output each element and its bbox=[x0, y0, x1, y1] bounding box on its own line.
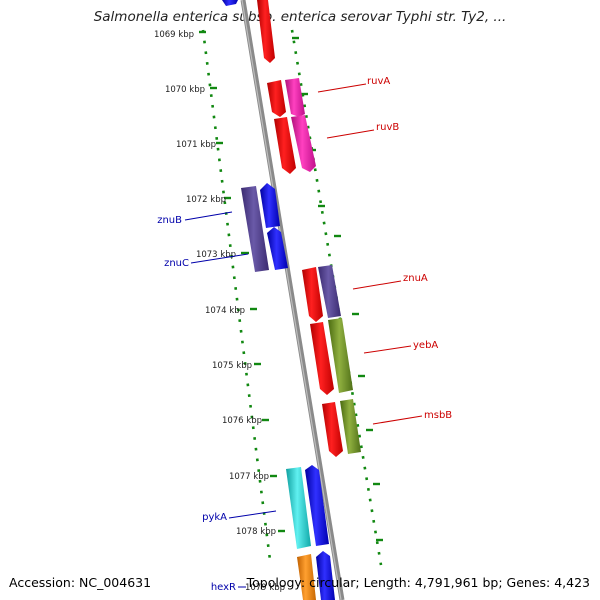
genome-backbone bbox=[240, 0, 345, 600]
gene-label-znuA: znuA bbox=[403, 273, 428, 284]
gene-arrow-unlabeled[interactable] bbox=[310, 322, 334, 395]
gene-arrow-pykA[interactable] bbox=[286, 467, 311, 549]
ruler-tick-label: 1078 kbp bbox=[236, 527, 276, 537]
ruler-tick-label: 1073 kbp bbox=[196, 250, 236, 260]
label-leaders bbox=[184, 83, 423, 588]
gene-label-znuC: znuC bbox=[164, 258, 189, 269]
inner-ruler-line bbox=[201, 29, 272, 561]
ruler-tick-label: 1077 kbp bbox=[229, 472, 269, 482]
ruler-labels: 1069 kbp 1070 kbp 1071 kbp 1072 kbp 1073… bbox=[154, 30, 285, 593]
accession-label: Accession: NC_004631 bbox=[9, 575, 152, 590]
ruler-tick-label: 1071 kbp bbox=[176, 140, 216, 150]
gene-labels: ruvA ruvB znuB znuC znuA yebA msbB pykA … bbox=[157, 76, 452, 593]
gene-arrow-ruvB[interactable] bbox=[291, 115, 316, 172]
gene-arrow-msbB[interactable] bbox=[340, 399, 361, 454]
ruler-tick-label: 1069 kbp bbox=[154, 30, 194, 40]
gene-arrow-unlabeled[interactable] bbox=[302, 267, 323, 322]
gene-arrow-znuC[interactable] bbox=[267, 227, 288, 270]
gene-arrow-unlabeled[interactable] bbox=[260, 183, 280, 228]
gene-label-msbB: msbB bbox=[424, 410, 452, 421]
gene-arrow-unlabeled[interactable] bbox=[316, 551, 335, 600]
gene-label-hexR: hexR bbox=[211, 582, 236, 593]
gene-arrow-yebA[interactable] bbox=[328, 318, 353, 393]
gene-arrow-ruvA[interactable] bbox=[285, 78, 305, 117]
gene-label-pykA: pykA bbox=[202, 512, 227, 523]
gene-label-znuB: znuB bbox=[157, 215, 182, 226]
genome-backbone-highlight bbox=[241, 0, 342, 600]
gene-arrow-znuA[interactable] bbox=[318, 265, 341, 318]
gene-arrow-hexR[interactable] bbox=[297, 554, 316, 600]
ruler-tick-label: 1079 kbp bbox=[245, 583, 285, 593]
ruler-tick-label: 1076 kbp bbox=[222, 416, 262, 426]
gene-arrow-unlabeled[interactable] bbox=[267, 80, 286, 117]
inner-ruler-major-ticks bbox=[199, 30, 285, 533]
gene-arrow-unlabeled[interactable] bbox=[222, 0, 238, 6]
gene-arrow-unlabeled[interactable] bbox=[322, 402, 343, 457]
gene-arrow-unlabeled[interactable] bbox=[305, 465, 329, 546]
genome-title: Salmonella enterica subsp. enterica sero… bbox=[93, 9, 507, 25]
ruler-tick-label: 1072 kbp bbox=[186, 195, 226, 205]
gene-label-ruvB: ruvB bbox=[376, 122, 399, 133]
gene-label-ruvA: ruvA bbox=[367, 76, 390, 87]
ruler-tick-label: 1075 kbp bbox=[212, 361, 252, 371]
ruler-tick-label: 1074 kbp bbox=[205, 306, 245, 316]
gene-label-yebA: yebA bbox=[413, 340, 438, 351]
gene-arrow-unlabeled[interactable] bbox=[257, 0, 275, 63]
topology-label: Topology: circular; Length: 4,791,961 bp… bbox=[246, 575, 590, 590]
gene-arrow-znuB[interactable] bbox=[241, 186, 269, 272]
gene-arrow-unlabeled[interactable] bbox=[274, 117, 296, 174]
ruler-tick-label: 1070 kbp bbox=[165, 85, 205, 95]
